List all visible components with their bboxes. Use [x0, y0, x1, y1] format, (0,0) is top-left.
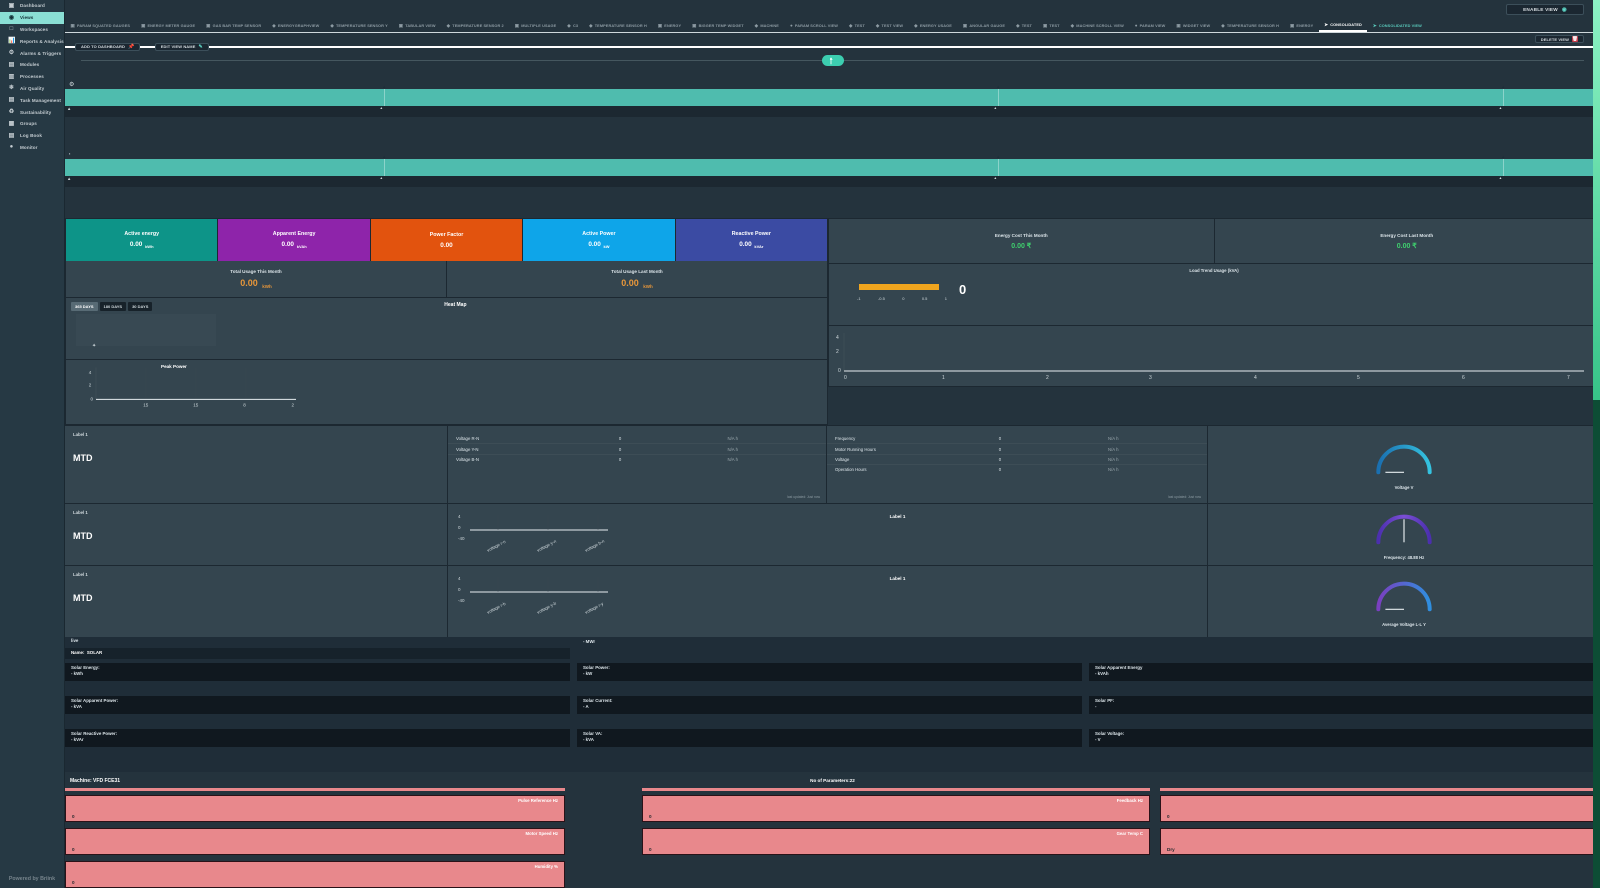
svg-text:4: 4	[836, 335, 839, 341]
svg-text:voltage r-n: voltage r-n	[486, 539, 507, 553]
svg-text:voltage y-b: voltage y-b	[536, 600, 557, 615]
svg-text:0: 0	[458, 587, 461, 592]
svg-text:0: 0	[91, 396, 94, 401]
svg-text:0: 0	[844, 375, 847, 381]
svg-text:voltage r-b: voltage r-b	[486, 601, 507, 615]
svg-text:2: 2	[291, 403, 294, 408]
svg-text:3: 3	[1149, 375, 1152, 381]
svg-text:voltage y-n: voltage y-n	[536, 538, 557, 553]
svg-text:0: 0	[458, 525, 461, 530]
svg-text:2: 2	[836, 349, 839, 355]
svg-text:0: 0	[838, 368, 841, 374]
svg-text:15: 15	[143, 403, 149, 408]
svg-text:4: 4	[89, 370, 92, 375]
svg-text:2: 2	[1046, 375, 1049, 381]
svg-text:4: 4	[458, 514, 461, 519]
svg-text:voltage r-y: voltage r-y	[584, 601, 605, 615]
svg-text:7: 7	[1567, 375, 1570, 381]
svg-text:8: 8	[243, 403, 246, 408]
svg-text:15: 15	[193, 403, 199, 408]
svg-text:5: 5	[1357, 375, 1360, 381]
svg-text:-40: -40	[458, 598, 465, 603]
svg-text:1: 1	[942, 375, 945, 381]
svg-text:-40: -40	[458, 536, 465, 541]
svg-text:6: 6	[1462, 375, 1465, 381]
svg-text:4: 4	[458, 576, 461, 581]
svg-text:2: 2	[89, 383, 92, 388]
svg-text:voltage b-n: voltage b-n	[584, 538, 606, 553]
svg-text:4: 4	[1254, 375, 1257, 381]
